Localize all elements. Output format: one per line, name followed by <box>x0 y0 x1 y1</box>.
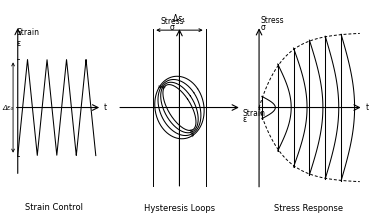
Text: Strain: Strain <box>16 28 39 37</box>
Text: Stress: Stress <box>261 16 285 25</box>
Text: Strain: Strain <box>243 109 266 118</box>
Text: ε: ε <box>16 39 20 48</box>
Text: Stress Response: Stress Response <box>275 204 343 213</box>
Text: Stress: Stress <box>160 17 184 26</box>
Text: $\Delta\varepsilon_1$: $\Delta\varepsilon_1$ <box>172 12 186 25</box>
Text: Strain Control: Strain Control <box>25 203 83 212</box>
Text: t: t <box>104 103 107 112</box>
Text: t: t <box>365 103 369 112</box>
Text: σ: σ <box>169 23 174 32</box>
Text: σ: σ <box>261 24 266 32</box>
Text: ε: ε <box>243 115 247 124</box>
Text: Hysteresis Loops: Hysteresis Loops <box>144 204 215 213</box>
Text: Δε₀: Δε₀ <box>2 105 13 110</box>
